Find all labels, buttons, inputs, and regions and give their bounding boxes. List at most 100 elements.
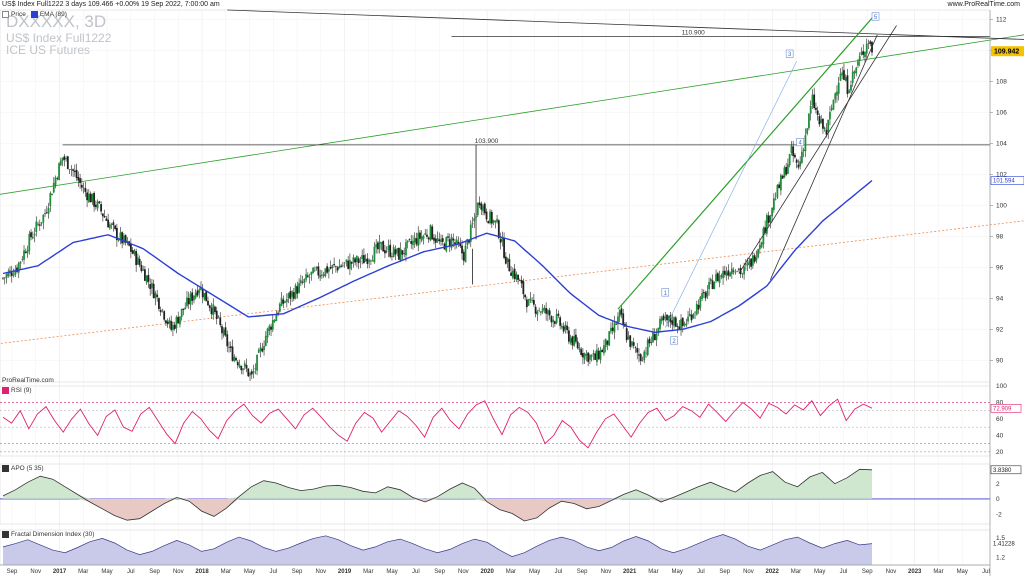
- candle-body-435: [764, 227, 767, 233]
- candle-body-470: [825, 129, 828, 135]
- candle-232: [408, 238, 411, 242]
- candle-body-426: [748, 260, 751, 265]
- candle-474: [832, 99, 835, 111]
- candle-body-340: [597, 350, 600, 360]
- candle-body-161: [284, 301, 286, 303]
- candle-406: [713, 281, 716, 290]
- candle-199: [350, 261, 353, 271]
- fdi-pane: [2, 534, 873, 565]
- time-tick-Mar: Mar: [791, 569, 801, 575]
- candle-body-99: [175, 316, 178, 329]
- apo-tick-2: 2: [996, 481, 1000, 488]
- wave-label-box-5: [871, 12, 880, 21]
- candle-body-405: [711, 280, 714, 289]
- candle-402: [706, 285, 709, 300]
- time-tick-Sep: Sep: [149, 569, 160, 575]
- candle-306: [538, 307, 541, 313]
- candle-body-290: [510, 272, 512, 276]
- candle-103: [182, 308, 185, 316]
- candle-127: [224, 321, 227, 337]
- ema-value-badge: [990, 176, 1024, 185]
- candle-483: [848, 89, 851, 94]
- candle-body-221: [389, 244, 392, 257]
- candle-178: [313, 266, 316, 273]
- candle-body-449: [788, 154, 791, 166]
- legend-rsi-label: RSI (9): [11, 387, 32, 394]
- candle-398: [699, 295, 702, 311]
- candle-body-98: [173, 324, 176, 330]
- candle-91: [161, 308, 164, 313]
- candle-47: [84, 181, 87, 197]
- candle-body-147: [259, 347, 262, 351]
- legend-apo[interactable]: APO (5 35): [2, 465, 44, 472]
- candle-45: [80, 178, 83, 192]
- site-link[interactable]: www.ProRealTime.com: [947, 1, 1020, 8]
- candle-body-400: [702, 292, 705, 294]
- candle-468: [822, 118, 824, 134]
- candle-461: [809, 100, 812, 121]
- candle-135: [238, 359, 241, 369]
- candle-23: [42, 214, 45, 230]
- candle-body-269: [473, 218, 476, 222]
- candle-body-208: [366, 258, 369, 264]
- candle-298: [524, 293, 527, 301]
- price-tick-90: 90: [996, 358, 1004, 365]
- candle-318: [559, 315, 562, 330]
- candle-401: [704, 290, 707, 302]
- candle-464: [815, 102, 817, 114]
- candle-210: [370, 259, 372, 266]
- candle-129: [228, 341, 230, 353]
- candle-body-373: [655, 333, 658, 341]
- legend-price[interactable]: Price EMA (89): [2, 11, 67, 18]
- candle-18: [33, 227, 36, 243]
- level-label-0: 103.900: [475, 138, 499, 145]
- candle-body-80: [142, 269, 145, 271]
- candle-166: [292, 288, 295, 302]
- candle-486: [853, 70, 856, 80]
- candle-body-165: [291, 291, 293, 297]
- candle-body-306: [538, 310, 541, 311]
- candle-body-323: [568, 330, 570, 342]
- candle-body-381: [669, 314, 672, 323]
- fdi-swatch-icon: [2, 531, 9, 538]
- candle-body-47: [84, 187, 87, 192]
- time-tick-May: May: [671, 569, 682, 575]
- apo-value-badge: [990, 465, 1022, 475]
- candle-body-460: [808, 113, 810, 129]
- candle-171: [301, 275, 304, 285]
- candle-310: [545, 302, 548, 321]
- watermark-name: US$ Index Full1222: [6, 31, 112, 45]
- legend-rsi[interactable]: RSI (9): [2, 387, 32, 394]
- legend-fdi[interactable]: Fractal Dimension Index (30): [2, 531, 94, 538]
- candle-body-191: [336, 267, 339, 271]
- candle-body-359: [631, 341, 633, 346]
- candle-144: [254, 363, 257, 375]
- candle-243: [427, 236, 430, 243]
- candle-475: [834, 92, 837, 104]
- time-tick-Jul: Jul: [840, 569, 848, 575]
- candle-418: [734, 268, 737, 275]
- candle-body-352: [618, 310, 621, 317]
- candle-372: [653, 328, 656, 341]
- candle-404: [709, 277, 712, 285]
- orange-dotted-trendline: [0, 220, 1024, 344]
- candle-29: [52, 176, 55, 194]
- candle-body-434: [762, 228, 765, 245]
- candle-body-304: [534, 306, 537, 314]
- candle-body-92: [163, 311, 166, 320]
- candle-442: [776, 184, 779, 200]
- candle-294: [517, 274, 519, 285]
- candle-154: [271, 314, 274, 333]
- candle-286: [503, 232, 505, 260]
- candle-338: [594, 350, 597, 361]
- candle-body-231: [406, 240, 409, 243]
- candle-217: [382, 240, 385, 252]
- candle-body-223: [392, 247, 395, 257]
- candle-body-213: [375, 244, 378, 248]
- candle-body-108: [191, 292, 194, 301]
- candle-body-464: [815, 107, 817, 110]
- candle-body-179: [315, 266, 318, 269]
- candle-body-174: [306, 275, 309, 277]
- candle-48: [86, 189, 88, 208]
- candle-368: [646, 337, 649, 357]
